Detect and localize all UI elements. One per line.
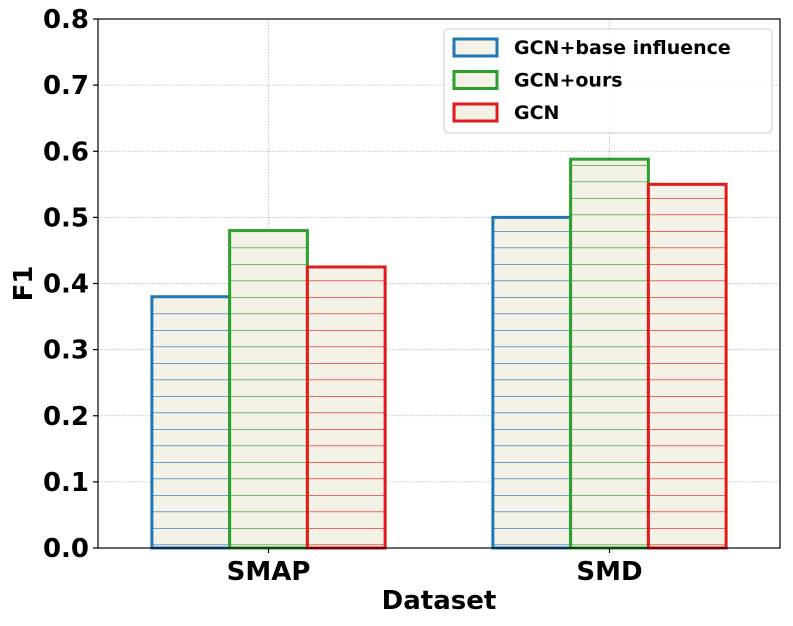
y-tick-label: 0.1 <box>43 468 89 498</box>
legend-label: GCN+ours <box>514 70 623 92</box>
legend: GCN+base influence GCN+ours GCN <box>443 28 773 134</box>
legend-swatch <box>452 37 499 58</box>
y-tick-label: 0.0 <box>43 534 89 564</box>
bar-gcn-smap <box>305 265 387 550</box>
x-axis-label: Dataset <box>382 586 497 616</box>
bars <box>150 157 728 550</box>
y-axis-label: F1 <box>9 266 39 302</box>
y-tick-label: 0.5 <box>43 203 89 233</box>
legend-box <box>443 28 773 134</box>
bar-gcn-smd <box>646 182 728 550</box>
y-tick-label: 0.4 <box>43 270 89 300</box>
legend-label: GCN <box>514 102 559 124</box>
bar-gcn-base-influence-smap <box>150 295 232 550</box>
legend-swatch <box>452 102 499 123</box>
bar-gcn-ours-smap <box>228 229 309 550</box>
x-tick-label: SMAP <box>227 557 311 587</box>
y-tick-label: 0.8 <box>43 5 89 35</box>
y-tick-label: 0.6 <box>43 137 89 167</box>
y-tick-label: 0.7 <box>43 71 89 101</box>
y-tick-label: 0.3 <box>43 336 89 366</box>
bar-gcn-ours-smd <box>569 157 650 550</box>
legend-label: GCN+base influence <box>514 37 731 59</box>
bar-gcn-base-influence-smd <box>491 215 573 550</box>
x-ticks: SMAP SMD <box>227 548 643 587</box>
legend-swatch <box>452 70 499 90</box>
x-tick-label: SMD <box>576 557 642 587</box>
y-ticks: 0.0 0.1 0.2 0.3 0.4 0.5 0.6 0.7 0.8 <box>43 5 98 564</box>
y-tick-label: 0.2 <box>43 402 89 432</box>
